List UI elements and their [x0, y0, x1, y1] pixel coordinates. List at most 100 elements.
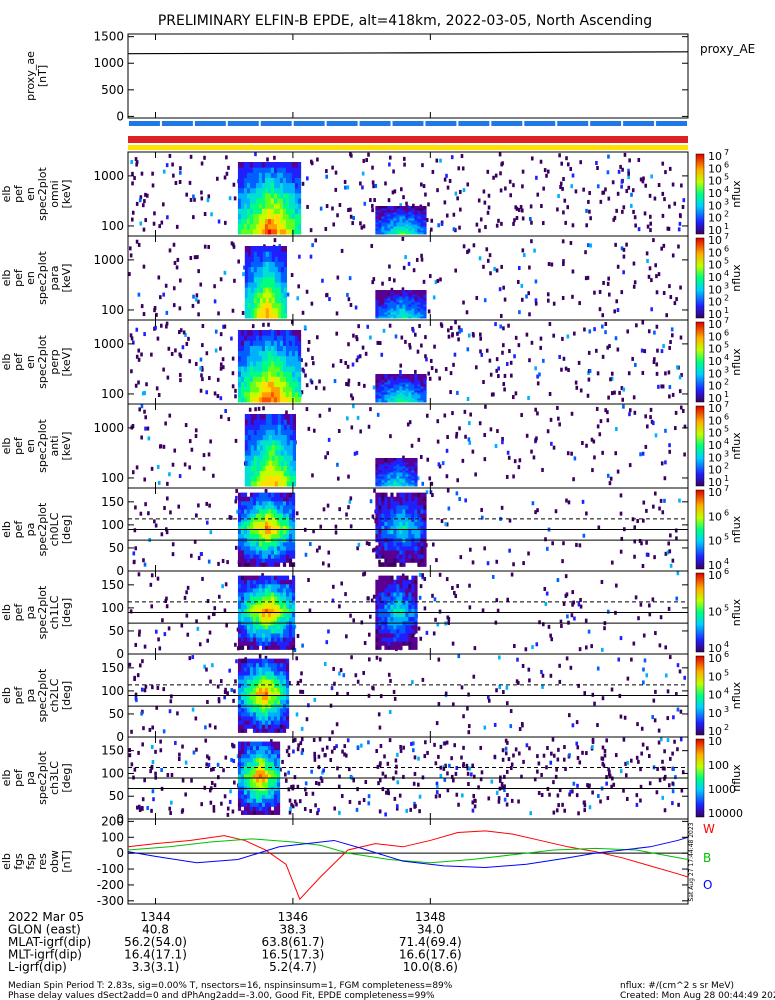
en-spectrum-1-cell [255, 192, 260, 199]
pa-spectrum-ch1-noise-cell [578, 647, 582, 652]
en-spectrum-3-noise-cell [234, 388, 237, 393]
en-spectrum-1-cell [288, 177, 293, 184]
en-spectrum-2-colorbar-exp: 2 [724, 294, 729, 303]
pa-spectrum-ch1-cell [402, 612, 406, 618]
en-spectrum-4-cell [292, 470, 297, 477]
en-spectrum-3-cell [291, 376, 296, 382]
en-spectrum-3-cell [378, 396, 382, 399]
pa-spectrum-ch1-cell [267, 637, 272, 642]
en-spectrum-1-noise-cell [621, 209, 624, 214]
en-spectrum-1-cell [414, 226, 418, 229]
en-spectrum-2-cell [244, 246, 249, 252]
en-spectrum-4-noise-cell [679, 405, 683, 410]
en-spectrum-1-cell [393, 216, 397, 219]
pa-spectrum-ch0-cell [393, 545, 397, 551]
en-spectrum-3-noise-cell [380, 352, 384, 357]
en-spectrum-3-cell [402, 394, 406, 397]
pa-spectrum-ch1-cell [411, 575, 415, 581]
en-spectrum-3-cell [282, 335, 287, 341]
en-spectrum-1-ylabel-line: [keV] [60, 180, 73, 209]
en-spectrum-4-intensity [244, 414, 418, 487]
pa-spectrum-ch1-cell [261, 592, 266, 597]
en-spectrum-4-noise-cell [598, 432, 602, 437]
en-spectrum-1-noise-cell [596, 184, 600, 189]
en-spectrum-2-cell [262, 261, 267, 268]
pa-spectrum-ch0-noise-cell [522, 561, 525, 566]
pa-spectrum-ch0-cell [279, 521, 284, 526]
en-spectrum-2-ytick-label: 100 [101, 303, 124, 317]
en-spectrum-1-noise-cell [334, 170, 338, 175]
en-spectrum-4-noise-cell [202, 466, 206, 471]
pa-spectrum-ch0-cell [264, 492, 269, 498]
pa-spectrum-ch1-cell [246, 632, 251, 638]
en-spectrum-1-cell [423, 220, 427, 223]
en-spectrum-1-cell [294, 187, 299, 194]
pa-spectrum-ch1-cell [414, 628, 418, 634]
en-spectrum-2-noise-cell [516, 279, 520, 284]
en-spectrum-3-noise-cell [479, 349, 482, 354]
en-spectrum-1-cell [246, 172, 251, 178]
pa-spectrum-ch0-cell [252, 492, 257, 498]
en-spectrum-3-noise-cell [510, 373, 513, 378]
en-spectrum-1-noise-cell [206, 198, 210, 203]
en-spectrum-1-noise-cell [613, 215, 617, 220]
status-bar-segment [524, 121, 556, 126]
en-spectrum-3-noise-cell [355, 337, 359, 342]
en-spectrum-4-cell [292, 450, 297, 456]
en-spectrum-3-cell [252, 371, 257, 377]
en-spectrum-2-cell [393, 300, 397, 303]
en-spectrum-3-noise-cell [145, 382, 148, 387]
pa-spectrum-ch0-cell [252, 562, 257, 567]
pa-spectrum-ch1-cell [240, 592, 245, 597]
en-spectrum-1-cell [411, 224, 415, 227]
en-spectrum-4-cell [253, 444, 258, 451]
en-spectrum-2-noise-cell [273, 238, 277, 243]
en-spectrum-3-cell [378, 392, 382, 395]
pa-spectrum-ch1-cell [408, 592, 412, 597]
en-spectrum-4-cell [387, 474, 391, 477]
en-spectrum-2-cell [387, 292, 391, 295]
en-spectrum-3-cell [279, 371, 284, 377]
pa-spectrum-ch0-cell [246, 533, 251, 539]
en-spectrum-3-noise-cell [635, 323, 638, 328]
en-spectrum-1-cell [297, 182, 302, 189]
en-spectrum-1-cell [273, 218, 278, 225]
pa-spectrum-ch1-cell [237, 608, 242, 613]
en-spectrum-2-cell [378, 310, 382, 313]
en-spectrum-3-cell [279, 330, 284, 336]
en-spectrum-4-noise-cell [194, 434, 198, 439]
en-spectrum-1-cell [420, 210, 424, 213]
en-spectrum-4-cell [378, 462, 382, 465]
en-spectrum-2-noise-cell [415, 257, 419, 262]
en-spectrum-3-noise-cell [199, 366, 202, 371]
en-spectrum-4-cell [259, 444, 264, 451]
pa-spectrum-ch1-cell [414, 604, 418, 609]
en-spectrum-2-cell [378, 290, 382, 293]
en-spectrum-1-noise-cell [452, 212, 456, 217]
en-spectrum-4-cell [411, 472, 415, 475]
en-spectrum-3-cell [375, 388, 379, 391]
pa-spectrum-ch0-cell [423, 541, 427, 547]
en-spectrum-3-cell [258, 391, 263, 398]
pa-spectrum-ch1-cell [390, 616, 394, 622]
en-spectrum-1-cell [294, 208, 299, 214]
en-spectrum-4-cell [256, 455, 261, 461]
pa-spectrum-ch0-ytick-label: 100 [101, 518, 124, 532]
en-spectrum-4-noise-cell [168, 413, 172, 418]
pa-spectrum-ch1-noise-cell [207, 615, 211, 620]
en-spectrum-3-cell [267, 391, 272, 398]
en-spectrum-3-cell [408, 388, 412, 391]
pa-spectrum-ch1-cell [276, 596, 281, 601]
en-spectrum-3-cell [291, 391, 296, 398]
pa-spectrum-ch0-noise-cell [234, 545, 238, 550]
pa-spectrum-ch0-cell [276, 517, 281, 522]
pa-spectrum-ch0-cell [279, 558, 284, 563]
en-spectrum-2-noise-cell [503, 297, 507, 302]
en-spectrum-1-cell [390, 218, 394, 221]
pa-spectrum-ch1-cell [381, 596, 385, 601]
en-spectrum-4-noise-cell [254, 407, 257, 412]
pa-spectrum-ch1-cell [411, 608, 415, 613]
en-spectrum-1-noise-cell [559, 185, 562, 190]
en-spectrum-2-cell [253, 312, 258, 319]
pa-spectrum-ch0-cell [411, 529, 415, 535]
